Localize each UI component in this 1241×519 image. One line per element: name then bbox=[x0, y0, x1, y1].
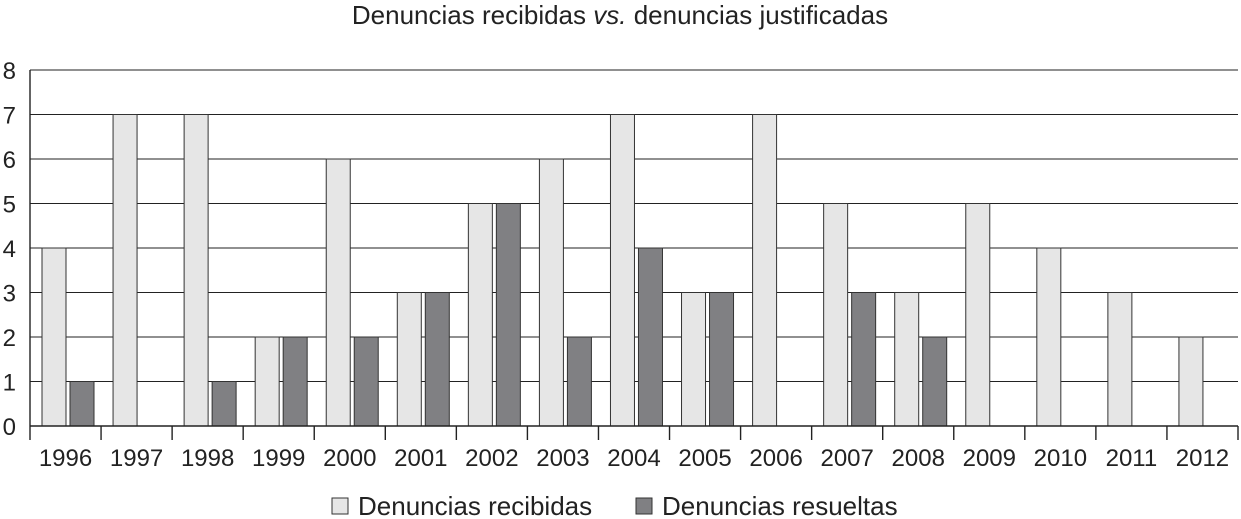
bar-resueltas-1998 bbox=[211, 381, 237, 427]
legend-swatch-resueltas bbox=[635, 497, 653, 515]
bar-resueltas-2004 bbox=[637, 247, 663, 427]
bar-resueltas-1996 bbox=[69, 381, 95, 427]
bar-resueltas-2002 bbox=[495, 203, 521, 427]
x-tick-label: 2009 bbox=[963, 445, 1016, 472]
y-tick-label: 4 bbox=[3, 236, 16, 263]
bar-recibidas-2004 bbox=[609, 114, 635, 427]
bar-recibidas-1996 bbox=[41, 247, 67, 427]
y-tick-label: 3 bbox=[3, 281, 16, 308]
x-tick-label: 2000 bbox=[323, 445, 376, 472]
y-tick-label: 5 bbox=[3, 192, 16, 219]
chart-title: Denuncias recibidas vs. denuncias justif… bbox=[352, 0, 888, 30]
bar-recibidas-2000 bbox=[325, 158, 351, 427]
bar-resueltas-1999 bbox=[282, 336, 308, 427]
legend-label-resueltas: Denuncias resueltas bbox=[662, 491, 898, 519]
legend-swatch-recibidas bbox=[331, 497, 349, 515]
bar-resueltas-2000 bbox=[353, 336, 379, 427]
bar-recibidas-2011 bbox=[1107, 292, 1133, 427]
bar-recibidas-2003 bbox=[538, 158, 564, 427]
x-tick-label: 1999 bbox=[252, 445, 305, 472]
y-tick-label: 0 bbox=[3, 414, 16, 441]
bar-recibidas-1999 bbox=[254, 336, 280, 427]
x-tick-label: 2011 bbox=[1106, 445, 1158, 472]
bar-recibidas-2007 bbox=[823, 203, 849, 427]
x-tick-label: 2012 bbox=[1176, 445, 1229, 472]
x-tick-label: 2005 bbox=[678, 445, 731, 472]
bar-recibidas-2005 bbox=[681, 292, 707, 427]
bar-resueltas-2008 bbox=[922, 336, 948, 427]
bar-recibidas-2010 bbox=[1036, 247, 1062, 427]
bar-recibidas-2001 bbox=[396, 292, 422, 427]
bar-resueltas-2005 bbox=[709, 292, 735, 427]
bar-recibidas-2008 bbox=[894, 292, 920, 427]
bar-resueltas-2001 bbox=[424, 292, 450, 427]
legend: Denuncias recibidas Denuncias resueltas bbox=[331, 491, 898, 519]
bar-resueltas-2007 bbox=[851, 292, 877, 427]
y-tick-label: 6 bbox=[3, 147, 16, 174]
bar-resueltas-2003 bbox=[566, 336, 592, 427]
y-tick-label: 8 bbox=[3, 58, 16, 85]
x-tick-label: 2003 bbox=[536, 445, 589, 472]
legend-label-recibidas: Denuncias recibidas bbox=[358, 491, 592, 519]
y-tick-label: 2 bbox=[3, 325, 16, 352]
x-tick-labels: 1996 1997 1998 1999 2000 2001 2002 2003 2004 2005… bbox=[39, 445, 1229, 472]
x-tick-label: 2001 bbox=[394, 445, 447, 472]
bar-recibidas-2009 bbox=[965, 203, 991, 427]
bar-recibidas-2002 bbox=[467, 203, 493, 427]
x-tick-label: 2004 bbox=[607, 445, 660, 472]
bar-recibidas-2006 bbox=[752, 114, 778, 427]
y-tick-labels: 0 1 2 3 4 5 6 7 8 bbox=[3, 58, 16, 441]
x-tick-label: 1996 bbox=[39, 445, 92, 472]
x-tick-label: 2010 bbox=[1034, 445, 1087, 472]
axes bbox=[29, 70, 1239, 440]
x-tick-label: 2008 bbox=[892, 445, 945, 472]
bar-recibidas-1997 bbox=[112, 114, 138, 427]
x-tick-label: 1997 bbox=[110, 445, 163, 472]
x-tick-label: 2002 bbox=[465, 445, 518, 472]
bar-recibidas-2012 bbox=[1178, 336, 1204, 427]
bar-recibidas-1998 bbox=[183, 114, 209, 427]
bars bbox=[41, 114, 1232, 427]
x-tick-label: 2006 bbox=[749, 445, 802, 472]
x-tick-label: 2007 bbox=[820, 445, 873, 472]
y-tick-label: 7 bbox=[3, 103, 16, 130]
x-tick-label: 1998 bbox=[181, 445, 234, 472]
y-tick-label: 1 bbox=[3, 370, 16, 397]
